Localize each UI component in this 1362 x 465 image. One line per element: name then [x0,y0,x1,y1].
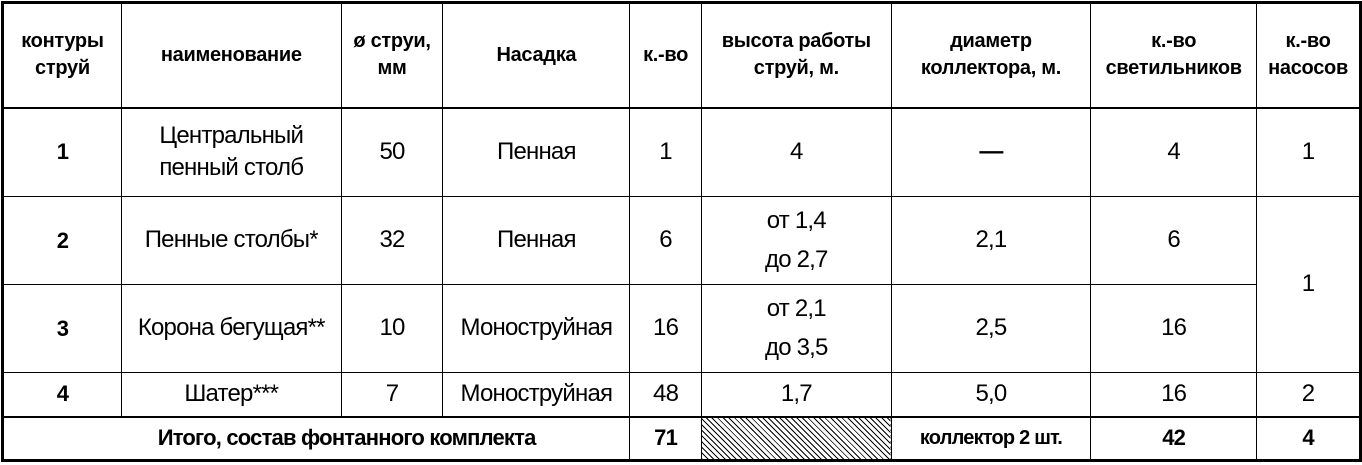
header-contour: контуры струй [2,2,122,108]
table-row: 2 Пенные столбы* 32 Пенная 6 от 1,4 до 2… [2,196,1361,373]
total-lights: 42 [1090,416,1258,461]
cell-collector: 2,5 [890,284,1092,373]
cell-qty: 6 [629,196,702,285]
cell-lights: 6 [1090,196,1258,285]
cell-lights: 4 [1090,107,1258,197]
table-row: 1 Центральный пенный столб 50 Пенная 1 4… [2,107,1361,197]
cell-contour: 1 [2,107,122,197]
cell-qty: 1 [629,107,702,197]
cell-height: 4 [700,107,892,197]
cell-lights: 16 [1090,372,1258,417]
cell-contour: 3 [2,284,122,373]
cell-name: Пенные столбы* [120,196,342,285]
hatched-empty-cell [700,416,892,461]
cell-name: Корона бегущая** [120,284,342,373]
cell-qty: 16 [629,284,702,373]
cell-height: от 2,1 до 3,5 [700,284,892,373]
header-name: наименование [120,2,342,108]
cell-height: от 1,4 до 2,7 [700,196,892,285]
cell-lights: 16 [1090,284,1258,373]
header-collector: диаметр коллектора, м. [890,2,1092,108]
header-height: высота работы струй, м. [700,2,892,108]
name-text: Центральный пенный столб [159,121,304,182]
cell-name: Шатер*** [120,372,342,417]
cell-name: Центральный пенный столб [120,107,342,197]
cell-contour: 2 [2,196,122,285]
header-row: контуры струй наименование ø струи, мм Н… [2,2,1361,108]
cell-diameter: 32 [340,196,444,285]
header-pumps: к.-во насосов [1256,2,1361,108]
cell-nozzle: Пенная [442,107,631,197]
cell-pumps: 1 [1256,107,1361,197]
total-pumps: 4 [1256,416,1361,461]
total-collector: коллектор 2 шт. [890,416,1092,461]
total-qty: 71 [629,416,702,461]
cell-nozzle: Моноструйная [442,284,631,373]
cell-collector: 2,1 [890,196,1092,285]
table-row: 3 Корона бегущая** 10 Моноструйная 16 от… [2,284,1361,373]
cell-nozzle: Моноструйная [442,372,631,417]
header-nozzle: Насадка [442,2,631,108]
cell-qty: 48 [629,372,702,417]
cell-collector: 5,0 [890,372,1092,417]
cell-collector: — [890,107,1092,197]
cell-diameter: 7 [340,372,444,417]
cell-pumps: 1 [1256,196,1361,373]
header-lights: к.-во светильников [1090,2,1258,108]
cell-nozzle: Пенная [442,196,631,285]
header-qty: к.-во [629,2,702,108]
cell-pumps: 2 [1256,372,1361,417]
table-row: 4 Шатер*** 7 Моноструйная 48 1,7 5,0 16 … [2,372,1361,417]
header-diameter: ø струи, мм [340,2,444,108]
total-label: Итого, состав фонтанного комплекта [1,416,631,461]
cell-diameter: 50 [340,107,444,197]
cell-contour: 4 [2,372,122,417]
cell-height: 1,7 [700,372,892,417]
cell-diameter: 10 [340,284,444,373]
total-row: Итого, состав фонтанного комплекта 71 ко… [1,416,1361,461]
